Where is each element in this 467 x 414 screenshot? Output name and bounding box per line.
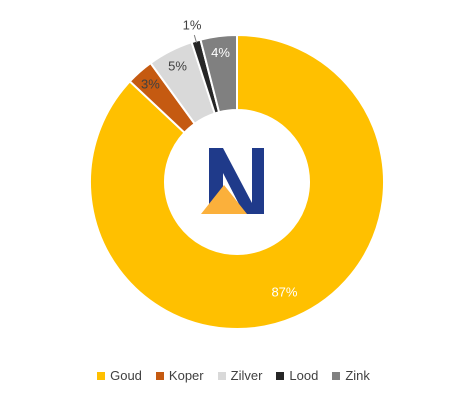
slice-zink <box>199 33 238 114</box>
data-label-zink: 4% <box>211 45 230 60</box>
legend-item-lood: Lood <box>276 368 318 383</box>
data-label-koper: 3% <box>141 77 160 92</box>
legend-item-koper: Koper <box>155 368 204 383</box>
legend-label-zilver: Zilver <box>230 368 263 383</box>
n-letter-logo-icon <box>201 148 264 214</box>
legend-label-lood: Lood <box>289 368 319 383</box>
legend-swatch-zink <box>332 371 341 380</box>
legend-swatch-lood <box>276 371 285 380</box>
data-label-zilver: 5% <box>168 58 187 73</box>
legend-item-goud: Goud <box>97 368 142 383</box>
slice-goud <box>89 33 385 330</box>
legend-swatch-zilver <box>217 371 226 380</box>
legend-item-zink: Zink <box>332 368 370 383</box>
legend-label-zink: Zink <box>345 368 370 383</box>
leader-line-lood <box>193 34 198 43</box>
legend-label-koper: Koper <box>168 368 204 383</box>
donut-labels: 87% 3% 5% 1% 4% <box>141 17 298 299</box>
chart-legend: Goud Koper Zilver Lood Zink <box>0 368 467 383</box>
legend-swatch-goud <box>97 371 106 380</box>
data-label-goud: 87% <box>271 285 297 300</box>
donut-slices <box>89 33 385 330</box>
data-label-lood: 1% <box>183 17 202 32</box>
legend-swatch-koper <box>155 371 164 380</box>
legend-label-goud: Goud <box>110 368 142 383</box>
legend-item-zilver: Zilver <box>217 368 263 383</box>
